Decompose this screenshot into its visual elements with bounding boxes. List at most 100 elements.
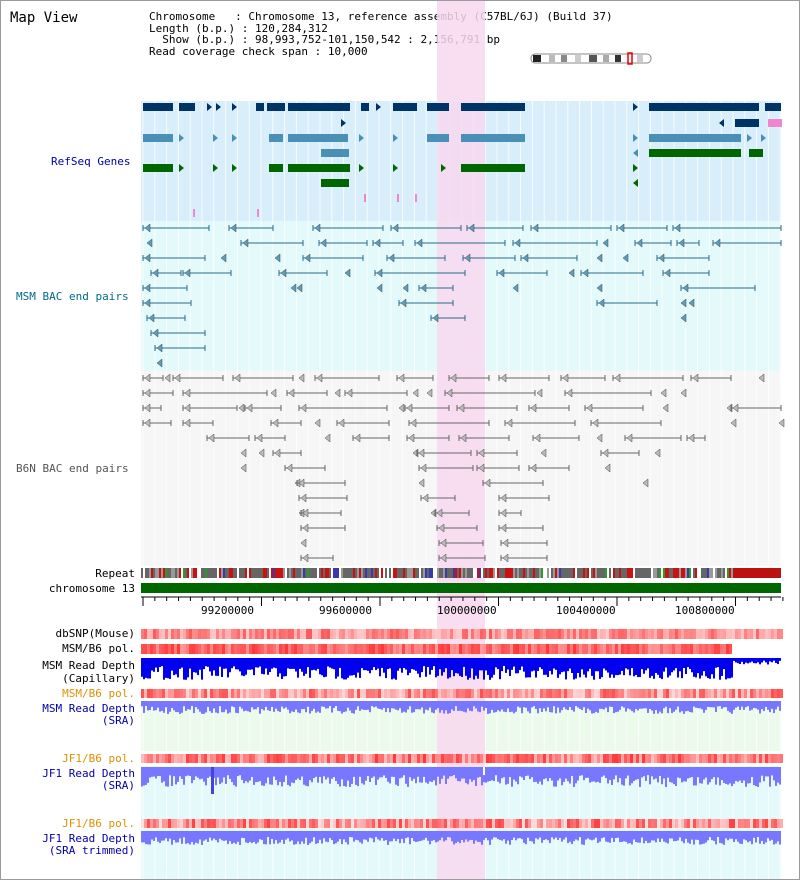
bac-end-marker bbox=[314, 418, 321, 428]
track-label-msm-bac[interactable]: MSM BAC end pairs bbox=[16, 290, 129, 303]
jf1-trimmed-depth-bar bbox=[397, 831, 399, 840]
msm-sra-depth-bar bbox=[183, 701, 185, 707]
msm-sra-depth-bar bbox=[331, 701, 333, 713]
msm-pol-density-cell bbox=[411, 644, 414, 654]
jf1-trimmed-depth-bar bbox=[351, 831, 353, 838]
jf1-trimmed-depth-bar bbox=[243, 831, 245, 839]
msm-sra-depth-bar bbox=[515, 701, 517, 712]
msm-sra-depth-bar bbox=[237, 701, 239, 714]
jf1-depth-bar bbox=[219, 767, 221, 785]
msm-sra-pol-density-cell bbox=[255, 689, 258, 698]
bac-end-marker bbox=[246, 403, 253, 413]
msm-pol-density-cell bbox=[441, 644, 444, 654]
repeat-block bbox=[565, 568, 567, 578]
msm-capillary-depth-bar bbox=[479, 658, 481, 671]
msm-pol-density-cell bbox=[312, 644, 315, 654]
msm-capillary-depth-bar bbox=[665, 658, 667, 668]
jf1-depth-bar bbox=[461, 767, 463, 779]
msm-capillary-depth-bar bbox=[685, 658, 687, 675]
msm-pol-density-cell bbox=[672, 644, 675, 654]
jf1-depth-bar bbox=[731, 767, 733, 787]
msm-sra-depth-bar bbox=[665, 701, 667, 707]
msm-sra-depth-bar bbox=[177, 701, 179, 713]
jf1-pol2-density-cell bbox=[639, 819, 642, 828]
msm-sra-depth-bar bbox=[395, 701, 397, 710]
jf1-depth-bar bbox=[303, 767, 305, 785]
msm-capillary-depth-bar bbox=[229, 658, 231, 673]
msm-pol-density-cell bbox=[579, 644, 582, 654]
msm-sra-depth-bar bbox=[185, 701, 187, 711]
jf1-depth-bar bbox=[627, 767, 629, 776]
jf1-depth-bar bbox=[203, 767, 205, 782]
track-label-jf1-depth: JF1 Read Depth bbox=[42, 767, 135, 780]
msm-sra-pol-density-cell bbox=[303, 689, 306, 698]
msm-pol-density-cell bbox=[390, 644, 393, 654]
jf1-trimmed-depth-bar bbox=[697, 831, 699, 840]
dbsnp-density-cell bbox=[621, 629, 624, 639]
jf1-depth-bar bbox=[559, 767, 561, 779]
jf1-pol2-density-cell bbox=[456, 819, 459, 828]
jf1-pol2-density-cell bbox=[567, 819, 570, 828]
msm-capillary-depth-bar bbox=[709, 658, 711, 679]
bac-end-marker bbox=[592, 418, 599, 428]
dbsnp-density-cell bbox=[306, 629, 309, 639]
repeat-block bbox=[535, 568, 537, 578]
jf1-depth-bar bbox=[771, 767, 773, 776]
msm-sra-depth-bar bbox=[161, 701, 163, 711]
msm-pol-density-cell bbox=[309, 644, 312, 654]
dbsnp-density-cell bbox=[180, 629, 183, 639]
msm-capillary-depth-bar bbox=[223, 658, 225, 669]
repeat-block bbox=[231, 568, 233, 578]
jf1-pol2-density-cell bbox=[231, 819, 234, 828]
repeat-block bbox=[249, 568, 251, 578]
jf1-depth-bar bbox=[153, 767, 155, 777]
jf1-trimmed-depth-bar bbox=[463, 831, 465, 843]
msm-sra-pol-density-cell bbox=[570, 689, 573, 698]
msm-capillary-depth-bar bbox=[643, 658, 645, 674]
msm-pol-density-cell bbox=[327, 644, 330, 654]
jf1-trimmed-depth-bar bbox=[415, 831, 417, 842]
jf1-depth-bar bbox=[145, 767, 147, 785]
dbsnp-density-cell bbox=[774, 629, 777, 639]
repeat-block bbox=[367, 568, 369, 578]
jf1-depth-bar bbox=[703, 767, 705, 780]
msm-pol-density-cell bbox=[207, 644, 210, 654]
jf1-depth-bar bbox=[727, 767, 729, 785]
msm-capillary-depth-bar bbox=[285, 658, 287, 677]
chromosome-bar bbox=[141, 583, 781, 593]
jf1-depth-bar bbox=[339, 767, 341, 787]
gene-strand-arrow bbox=[213, 164, 218, 172]
repeat-block bbox=[221, 568, 223, 578]
jf1-trimmed-depth-bar bbox=[771, 831, 773, 840]
msm-capillary-depth-bar bbox=[707, 658, 709, 679]
msm-capillary-depth-bar bbox=[595, 658, 597, 672]
bac-end-marker bbox=[148, 313, 155, 323]
jf1-depth-bar bbox=[319, 767, 321, 777]
msm-pol-density-cell bbox=[258, 644, 261, 654]
dbsnp-density-cell bbox=[414, 629, 417, 639]
dbsnp-density-cell bbox=[252, 629, 255, 639]
msm-capillary-depth-bar bbox=[275, 658, 277, 669]
jf1-pol2-density-cell bbox=[153, 819, 156, 828]
track-label-b6n-bac[interactable]: B6N BAC end pairs bbox=[16, 462, 129, 475]
jf1-trimmed-depth-bar bbox=[145, 831, 147, 845]
jf1-trimmed-depth-bar bbox=[595, 831, 597, 838]
msm-capillary-depth-bar bbox=[537, 658, 539, 671]
repeat-block bbox=[297, 568, 299, 578]
jf1-trimmed-depth-bar bbox=[245, 831, 247, 843]
msm-sra-depth-bar bbox=[229, 701, 231, 713]
dbsnp-density-cell bbox=[747, 629, 750, 639]
jf1-depth-bar bbox=[689, 767, 691, 778]
jf1-pol2-density-cell bbox=[618, 819, 621, 828]
jf1-pol-density-cell bbox=[390, 754, 393, 763]
jf1-pol-density-cell bbox=[246, 754, 249, 763]
jf1-pol-density-cell bbox=[315, 754, 318, 763]
jf1-pol-density-cell bbox=[378, 754, 381, 763]
jf1-pol2-density-cell bbox=[453, 819, 456, 828]
jf1-trimmed-depth-bar bbox=[143, 831, 145, 843]
msm-capillary-depth-bar bbox=[583, 658, 585, 675]
repeat-block bbox=[193, 568, 195, 578]
track-label-refseq[interactable]: RefSeq Genes bbox=[51, 155, 131, 168]
msm-sra-depth-bar bbox=[259, 701, 261, 714]
